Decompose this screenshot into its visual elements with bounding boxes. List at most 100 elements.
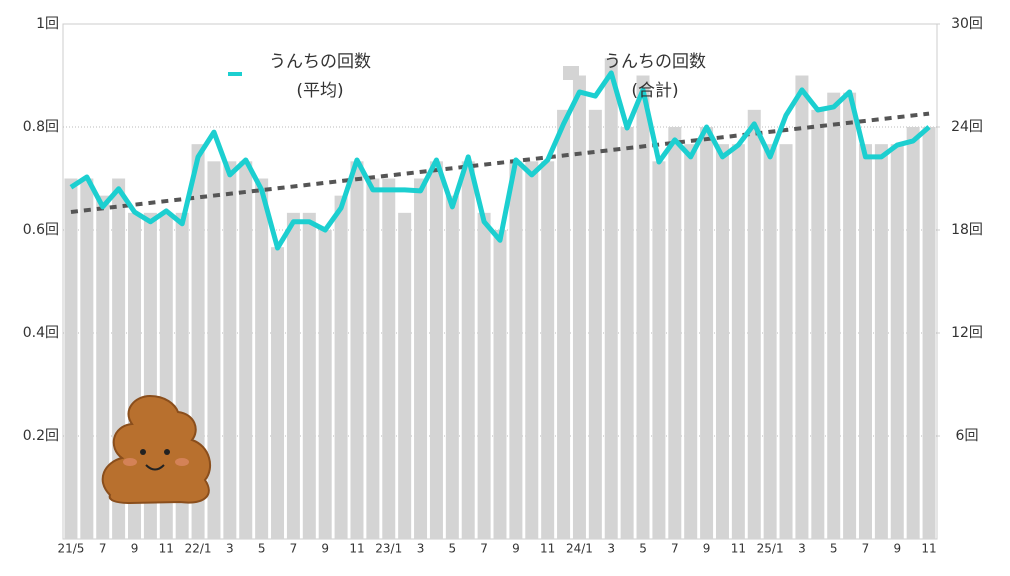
- bar: [858, 144, 872, 539]
- bar: [906, 127, 920, 539]
- bar: [302, 212, 316, 540]
- x-tick-label: 25/1: [757, 542, 784, 556]
- y2-tick-label: 24回: [951, 119, 983, 135]
- x-tick-label: 24/1: [566, 542, 593, 556]
- y2-tick-label: 6回: [956, 428, 979, 444]
- bar: [684, 144, 698, 539]
- poop-eye: [164, 449, 170, 455]
- bar: [795, 75, 809, 539]
- x-tick-label: 3: [417, 542, 425, 556]
- x-tick-label: 11: [540, 542, 555, 556]
- x-tick-label: 7: [99, 542, 107, 556]
- poop-eye: [140, 449, 146, 455]
- bar: [286, 212, 300, 540]
- bar: [874, 144, 888, 539]
- bar: [731, 144, 745, 539]
- bar: [96, 195, 110, 539]
- bar: [827, 92, 841, 540]
- bar: [64, 178, 78, 539]
- y-tick-label: 1回: [36, 16, 59, 32]
- x-tick-label: 9: [131, 542, 139, 556]
- x-tick-label: 3: [226, 542, 234, 556]
- x-tick-label: 3: [607, 542, 615, 556]
- bar: [271, 247, 285, 539]
- x-tick-label: 11: [921, 542, 936, 556]
- bar: [414, 178, 428, 539]
- bar: [398, 212, 412, 540]
- bar: [207, 161, 221, 540]
- y-tick-label: 0.2回: [23, 428, 59, 444]
- legend-sublabel: (合計): [631, 81, 678, 101]
- x-tick-label: 7: [671, 542, 679, 556]
- bar: [493, 230, 507, 539]
- bar: [445, 195, 459, 539]
- bar: [620, 127, 634, 539]
- x-tick-label: 22/1: [185, 542, 212, 556]
- bar: [636, 75, 650, 539]
- bar: [541, 161, 555, 540]
- legend-swatch: [563, 66, 579, 80]
- bar: [557, 109, 571, 539]
- bar: [763, 144, 777, 539]
- x-tick-label: 3: [798, 542, 806, 556]
- bar: [382, 178, 396, 539]
- bar: [890, 144, 904, 539]
- y-tick-label: 0.6回: [23, 222, 59, 238]
- bar: [811, 109, 825, 539]
- bar: [843, 92, 857, 540]
- bar: [604, 58, 618, 539]
- x-tick-label: 11: [349, 542, 364, 556]
- x-tick-label: 7: [290, 542, 298, 556]
- x-tick-label: 11: [159, 542, 174, 556]
- line: [69, 70, 931, 251]
- x-tick-label: 5: [830, 542, 838, 556]
- bar: [429, 161, 443, 540]
- x-tick-label: 23/1: [375, 542, 402, 556]
- x-tick-label: 9: [321, 542, 329, 556]
- x-tick-label: 5: [639, 542, 647, 556]
- bar: [350, 161, 364, 540]
- bar: [715, 144, 729, 539]
- bar: [779, 144, 793, 539]
- x-tick-label: 7: [862, 542, 870, 556]
- y-tick-label: 0.8回: [23, 119, 59, 135]
- bar: [588, 109, 602, 539]
- legend-sublabel: (平均): [296, 81, 343, 101]
- bar: [652, 161, 666, 540]
- bar: [922, 127, 936, 539]
- y2-tick-label: 18回: [951, 222, 983, 238]
- bar: [366, 178, 380, 539]
- bar: [80, 178, 94, 539]
- bar: [318, 230, 332, 539]
- bar: [461, 161, 475, 540]
- poop-illustration: [101, 394, 212, 505]
- poop-cheek: [175, 458, 189, 466]
- bar: [239, 161, 253, 540]
- x-tick-label: 9: [703, 542, 711, 556]
- x-tick-label: 11: [731, 542, 746, 556]
- y-tick-label: 0.4回: [23, 325, 59, 341]
- x-tick-label: 9: [893, 542, 901, 556]
- poop-body: [101, 394, 212, 505]
- bar: [572, 75, 586, 539]
- x-tick-label: 7: [480, 542, 488, 556]
- bar: [525, 161, 539, 540]
- bar: [700, 127, 714, 539]
- bar: [334, 195, 348, 539]
- poop-mouth: [145, 464, 165, 471]
- legend-label: うんちの回数: [604, 52, 706, 72]
- bar: [509, 161, 523, 540]
- y2-tick-label: 12回: [951, 325, 983, 341]
- x-tick-label: 21/5: [57, 542, 84, 556]
- y2-tick-label: 30回: [951, 16, 983, 32]
- x-tick-label: 5: [449, 542, 457, 556]
- trend-line: [70, 111, 930, 214]
- bar: [747, 109, 761, 539]
- bar: [668, 127, 682, 539]
- x-tick-label: 9: [512, 542, 520, 556]
- bar: [255, 178, 269, 539]
- bar: [223, 161, 237, 540]
- x-tick-label: 5: [258, 542, 266, 556]
